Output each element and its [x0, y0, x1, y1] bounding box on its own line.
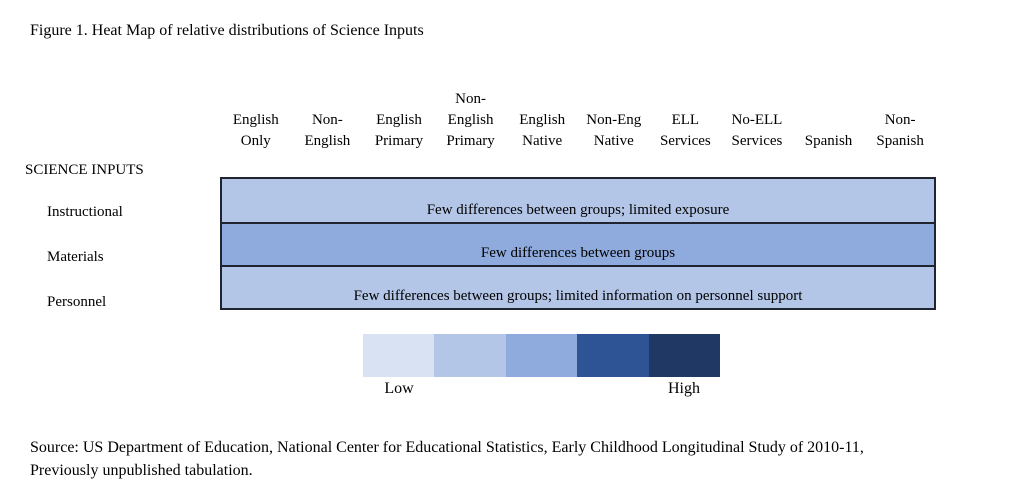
column-header-spanish: Spanish [804, 133, 853, 149]
legend-swatch-4 [577, 334, 649, 377]
row-label-materials: Materials [47, 249, 104, 265]
legend-swatch-3 [505, 334, 578, 377]
column-header-non-english: Non- English [304, 112, 351, 149]
row-group-label: SCIENCE INPUTS [25, 162, 144, 178]
column-header-english-native: English Native [519, 112, 566, 149]
heatmap-grid: Few differences between groups; limited … [220, 177, 936, 310]
legend-swatch-5 [648, 334, 720, 377]
column-header-english-only: English Only [232, 112, 279, 149]
color-scale-legend [363, 334, 720, 377]
heatmap-row-annotation: Few differences between groups; limited … [353, 288, 803, 304]
figure-title: Figure 1. Heat Map of relative distribut… [30, 22, 424, 39]
legend-swatch-1 [363, 334, 435, 377]
source-note: Source: US Department of Education, Nati… [30, 436, 1015, 482]
source-note-line2: Previously unpublished tabulation. [30, 462, 253, 479]
column-header-no-ell-services: No-ELL Services [731, 112, 783, 149]
legend-swatch-2 [434, 334, 506, 377]
column-header-non-english-primary: Non- English Primary [446, 91, 495, 149]
column-header-non-spanish: Non- Spanish [876, 112, 924, 149]
heatmap-row-annotation: Few differences between groups; limited … [426, 202, 730, 218]
heatmap-row-materials: Few differences between groups [222, 222, 934, 265]
column-header-non-eng-native: Non-Eng Native [586, 112, 642, 149]
source-note-line1: Source: US Department of Education, Nati… [30, 439, 864, 456]
column-header-english-primary: English Primary [374, 112, 424, 149]
legend-low-label: Low [384, 380, 414, 397]
heatmap-row-annotation: Few differences between groups [480, 245, 676, 261]
row-label-personnel: Personnel [47, 294, 107, 310]
column-headers: English Only Non- English English Primar… [220, 86, 936, 152]
legend-high-label: High [668, 380, 700, 397]
column-header-ell-services: ELL Services [659, 112, 711, 149]
heatmap-row-personnel: Few differences between groups; limited … [222, 265, 934, 308]
row-label-instructional: Instructional [47, 204, 123, 220]
heatmap-row-instructional: Few differences between groups; limited … [222, 179, 934, 222]
